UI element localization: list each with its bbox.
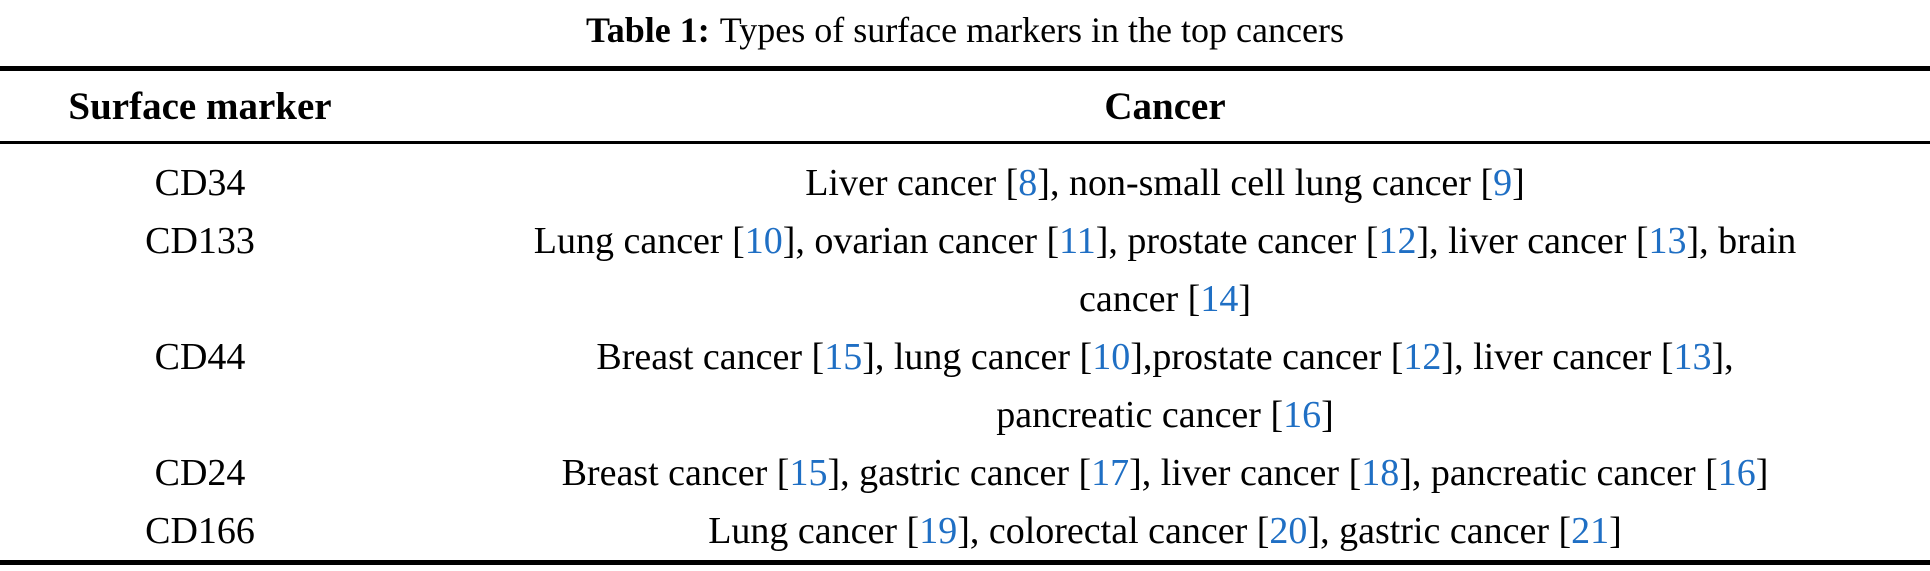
marker-cell: CD133 (0, 212, 400, 328)
marker-cell: CD44 (0, 328, 400, 444)
cancer-text: ] (1321, 394, 1334, 436)
citation-ref[interactable]: 17 (1091, 452, 1130, 494)
table-row: CD133 Lung cancer [10], ovarian cancer [1… (0, 212, 1930, 328)
table-caption-label: Table 1: (586, 10, 710, 50)
cancer-text: ], pancreatic cancer [ (1399, 452, 1718, 494)
cancer-text: ], gastric cancer [ (827, 452, 1092, 494)
marker-cell: CD166 (0, 502, 400, 563)
cancer-cell: Lung cancer [10], ovarian cancer [11], p… (400, 212, 1930, 328)
cancer-text: ] (1512, 162, 1525, 204)
cancer-line: pancreatic cancer [16] (400, 386, 1930, 444)
table-caption-text: Types of surface markers in the top canc… (719, 10, 1344, 50)
citation-ref[interactable]: 15 (789, 452, 828, 494)
cancer-text: ], lung cancer [ (862, 336, 1093, 378)
cancer-text: ], liver cancer [ (1441, 336, 1674, 378)
citation-ref[interactable]: 16 (1717, 452, 1756, 494)
citation-ref[interactable]: 18 (1361, 452, 1400, 494)
cancer-text: ], liver cancer [ (1416, 220, 1649, 262)
citation-ref[interactable]: 9 (1493, 162, 1513, 204)
cancer-line: Liver cancer [8], non-small cell lung ca… (400, 154, 1930, 212)
cancer-text: Liver cancer [ (805, 162, 1019, 204)
citation-ref[interactable]: 14 (1200, 278, 1239, 320)
cancer-line: Lung cancer [10], ovarian cancer [11], p… (400, 212, 1930, 270)
cancer-text: Breast cancer [ (596, 336, 825, 378)
cancer-cell: Lung cancer [19], colorectal cancer [20]… (400, 502, 1930, 563)
citation-ref[interactable]: 16 (1283, 394, 1322, 436)
cancer-text: cancer [ (1079, 278, 1201, 320)
column-header-surface-marker: Surface marker (0, 68, 400, 144)
cancer-line: Lung cancer [19], colorectal cancer [20]… (400, 502, 1930, 560)
citation-ref[interactable]: 8 (1018, 162, 1038, 204)
table-body: CD34 Liver cancer [8], non-small cell lun… (0, 143, 1930, 563)
citation-ref[interactable]: 13 (1673, 336, 1712, 378)
table-row: CD34 Liver cancer [8], non-small cell lun… (0, 143, 1930, 213)
cancer-text: ], (1711, 336, 1734, 378)
table-row: CD166 Lung cancer [19], colorectal cancer… (0, 502, 1930, 563)
cancer-text: Lung cancer [ (533, 220, 745, 262)
table-caption: Table 1: Types of surface markers in the … (0, 0, 1930, 66)
cancer-line: Breast cancer [15], lung cancer [10],pro… (400, 328, 1930, 386)
cancer-text: ] (1238, 278, 1251, 320)
cancer-text: ], liver cancer [ (1129, 452, 1362, 494)
citation-ref[interactable]: 15 (824, 336, 863, 378)
cancer-text: Lung cancer [ (708, 510, 920, 552)
cancer-text: ], colorectal cancer [ (957, 510, 1270, 552)
cancer-text: ], prostate cancer [ (1095, 220, 1379, 262)
marker-cell: CD34 (0, 143, 400, 213)
table-row: CD24 Breast cancer [15], gastric cancer [… (0, 444, 1930, 502)
citation-ref[interactable]: 10 (744, 220, 783, 262)
marker-label: CD133 (145, 220, 255, 262)
marker-label: CD166 (145, 510, 255, 552)
citation-ref[interactable]: 12 (1403, 336, 1442, 378)
header-row: Surface marker Cancer (0, 68, 1930, 144)
cancer-cell: Liver cancer [8], non-small cell lung ca… (400, 143, 1930, 213)
table-row: CD44 Breast cancer [15], lung cancer [10]… (0, 328, 1930, 444)
cancer-line: cancer [14] (400, 270, 1930, 328)
cancer-text: ], non-small cell lung cancer [ (1037, 162, 1494, 204)
marker-label: CD34 (154, 162, 246, 204)
citation-ref[interactable]: 21 (1571, 510, 1610, 552)
cancer-text: Breast cancer [ (561, 452, 790, 494)
cancer-text: ],prostate cancer [ (1130, 336, 1404, 378)
citation-ref[interactable]: 19 (919, 510, 958, 552)
cancer-text: pancreatic cancer [ (996, 394, 1284, 436)
marker-cell: CD24 (0, 444, 400, 502)
marker-label: CD24 (154, 452, 246, 494)
marker-label: CD44 (154, 336, 246, 378)
surface-markers-table: Surface marker Cancer CD34 Liver cancer [… (0, 66, 1930, 565)
citation-ref[interactable]: 20 (1269, 510, 1308, 552)
column-header-cancer: Cancer (400, 68, 1930, 144)
cancer-text: ], brain (1686, 220, 1797, 262)
cancer-cell: Breast cancer [15], gastric cancer [17],… (400, 444, 1930, 502)
cancer-text: ], gastric cancer [ (1307, 510, 1572, 552)
cancer-text: ], ovarian cancer [ (782, 220, 1060, 262)
cancer-text: ] (1609, 510, 1622, 552)
citation-ref[interactable]: 10 (1092, 336, 1131, 378)
citation-ref[interactable]: 12 (1378, 220, 1417, 262)
cancer-text: ] (1755, 452, 1769, 494)
cancer-line: Breast cancer [15], gastric cancer [17],… (400, 444, 1930, 502)
citation-ref[interactable]: 11 (1059, 220, 1096, 262)
cancer-cell: Breast cancer [15], lung cancer [10],pro… (400, 328, 1930, 444)
citation-ref[interactable]: 13 (1648, 220, 1687, 262)
